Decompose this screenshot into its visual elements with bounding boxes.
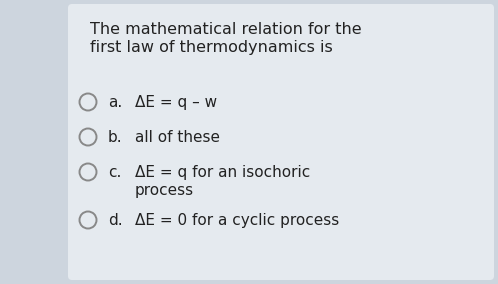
Text: all of these: all of these	[135, 130, 220, 145]
FancyBboxPatch shape	[68, 4, 494, 280]
Text: c.: c.	[108, 165, 122, 180]
Text: b.: b.	[108, 130, 123, 145]
Text: first law of thermodynamics is: first law of thermodynamics is	[90, 40, 333, 55]
Text: ΔE = 0 for a cyclic process: ΔE = 0 for a cyclic process	[135, 213, 339, 228]
Text: The mathematical relation for the: The mathematical relation for the	[90, 22, 362, 37]
Text: d.: d.	[108, 213, 123, 228]
Text: ΔE = q – w: ΔE = q – w	[135, 95, 217, 110]
Text: a.: a.	[108, 95, 122, 110]
Text: ΔE = q for an isochoric: ΔE = q for an isochoric	[135, 165, 310, 180]
Text: process: process	[135, 183, 194, 198]
